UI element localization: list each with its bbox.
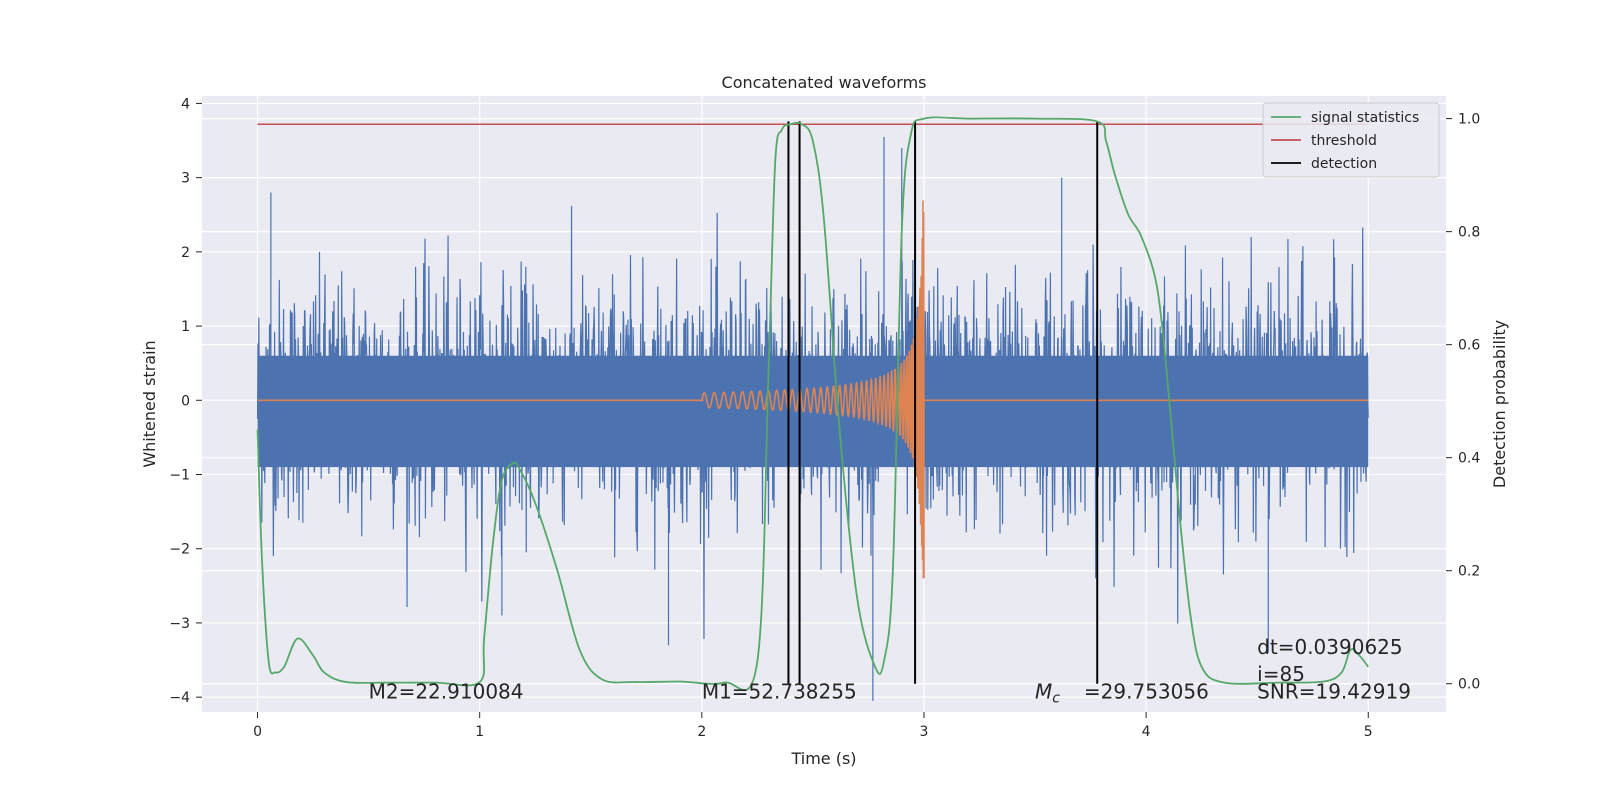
signal-statistics-line [256,116,1369,692]
x-tick-label: 1 [475,724,484,740]
annotations: M2=22.910084 M1=52.738255 =29.753056 dt=0.0… [369,635,1411,707]
y-axis-right-label: Detection probability [1490,320,1509,488]
y-right-tick-label: 1.0 [1458,112,1480,128]
waveform-series [257,200,1369,579]
annotation-dt: dt=0.0390625 [1257,635,1402,659]
signal-statistics-series [256,116,1369,692]
legend-entry: threshold [1311,133,1377,149]
x-tick-label: 5 [1364,724,1373,740]
annotation-mc-subscript: c [1052,691,1060,707]
y-tick-label: −3 [169,616,190,632]
detection-series [787,121,1099,684]
x-axis-label: Time (s) [790,749,856,768]
legend-box [1262,102,1440,178]
annotation-i: i=85 [1257,662,1305,686]
y-axis-label: Whitened strain [140,340,159,467]
strain-dense-band [257,355,1369,468]
y-tick-label: 4 [181,96,190,112]
annotation-m1: M1=52.738255 [702,680,857,704]
legend: signal statistics threshold detection [1262,102,1440,178]
y-right-tick-label: 0.4 [1458,451,1480,467]
chart-title: Concatenated waveforms [722,73,927,92]
y-tick-label: 1 [181,319,190,335]
axes: 0 1 2 3 4 5 −4 −3 −2 −1 0 1 2 3 4 0.0 0.2 0.4 0.6 0.8 1.0 [169,96,1480,740]
y-right-tick-label: 0.8 [1458,225,1480,241]
y-tick-label: −2 [169,542,190,558]
y-tick-label: 3 [181,171,190,187]
waveform-line [257,200,1369,579]
y-right-tick-label: 0.2 [1458,564,1480,580]
y-right-tick-label: 0.6 [1458,338,1480,354]
y-tick-label: 2 [181,245,190,261]
annotation-snr: SNR=19.42919 [1257,680,1411,704]
y-right-tick-label: 0.0 [1458,677,1480,693]
x-tick-label: 2 [697,724,706,740]
x-tick-label: 3 [920,724,929,740]
annotation-mc_value: =29.753056 [1084,680,1209,704]
legend-entry: detection [1311,156,1377,172]
annotation-m2: M2=22.910084 [369,680,524,704]
x-tick-label: 4 [1142,724,1151,740]
y-tick-label: 0 [181,393,190,409]
legend-entry: signal statistics [1311,110,1419,126]
strain-series [256,136,1369,701]
x-tick-label: 0 [253,724,262,740]
y-tick-label: −1 [169,468,190,484]
y-tick-label: −4 [169,690,190,706]
